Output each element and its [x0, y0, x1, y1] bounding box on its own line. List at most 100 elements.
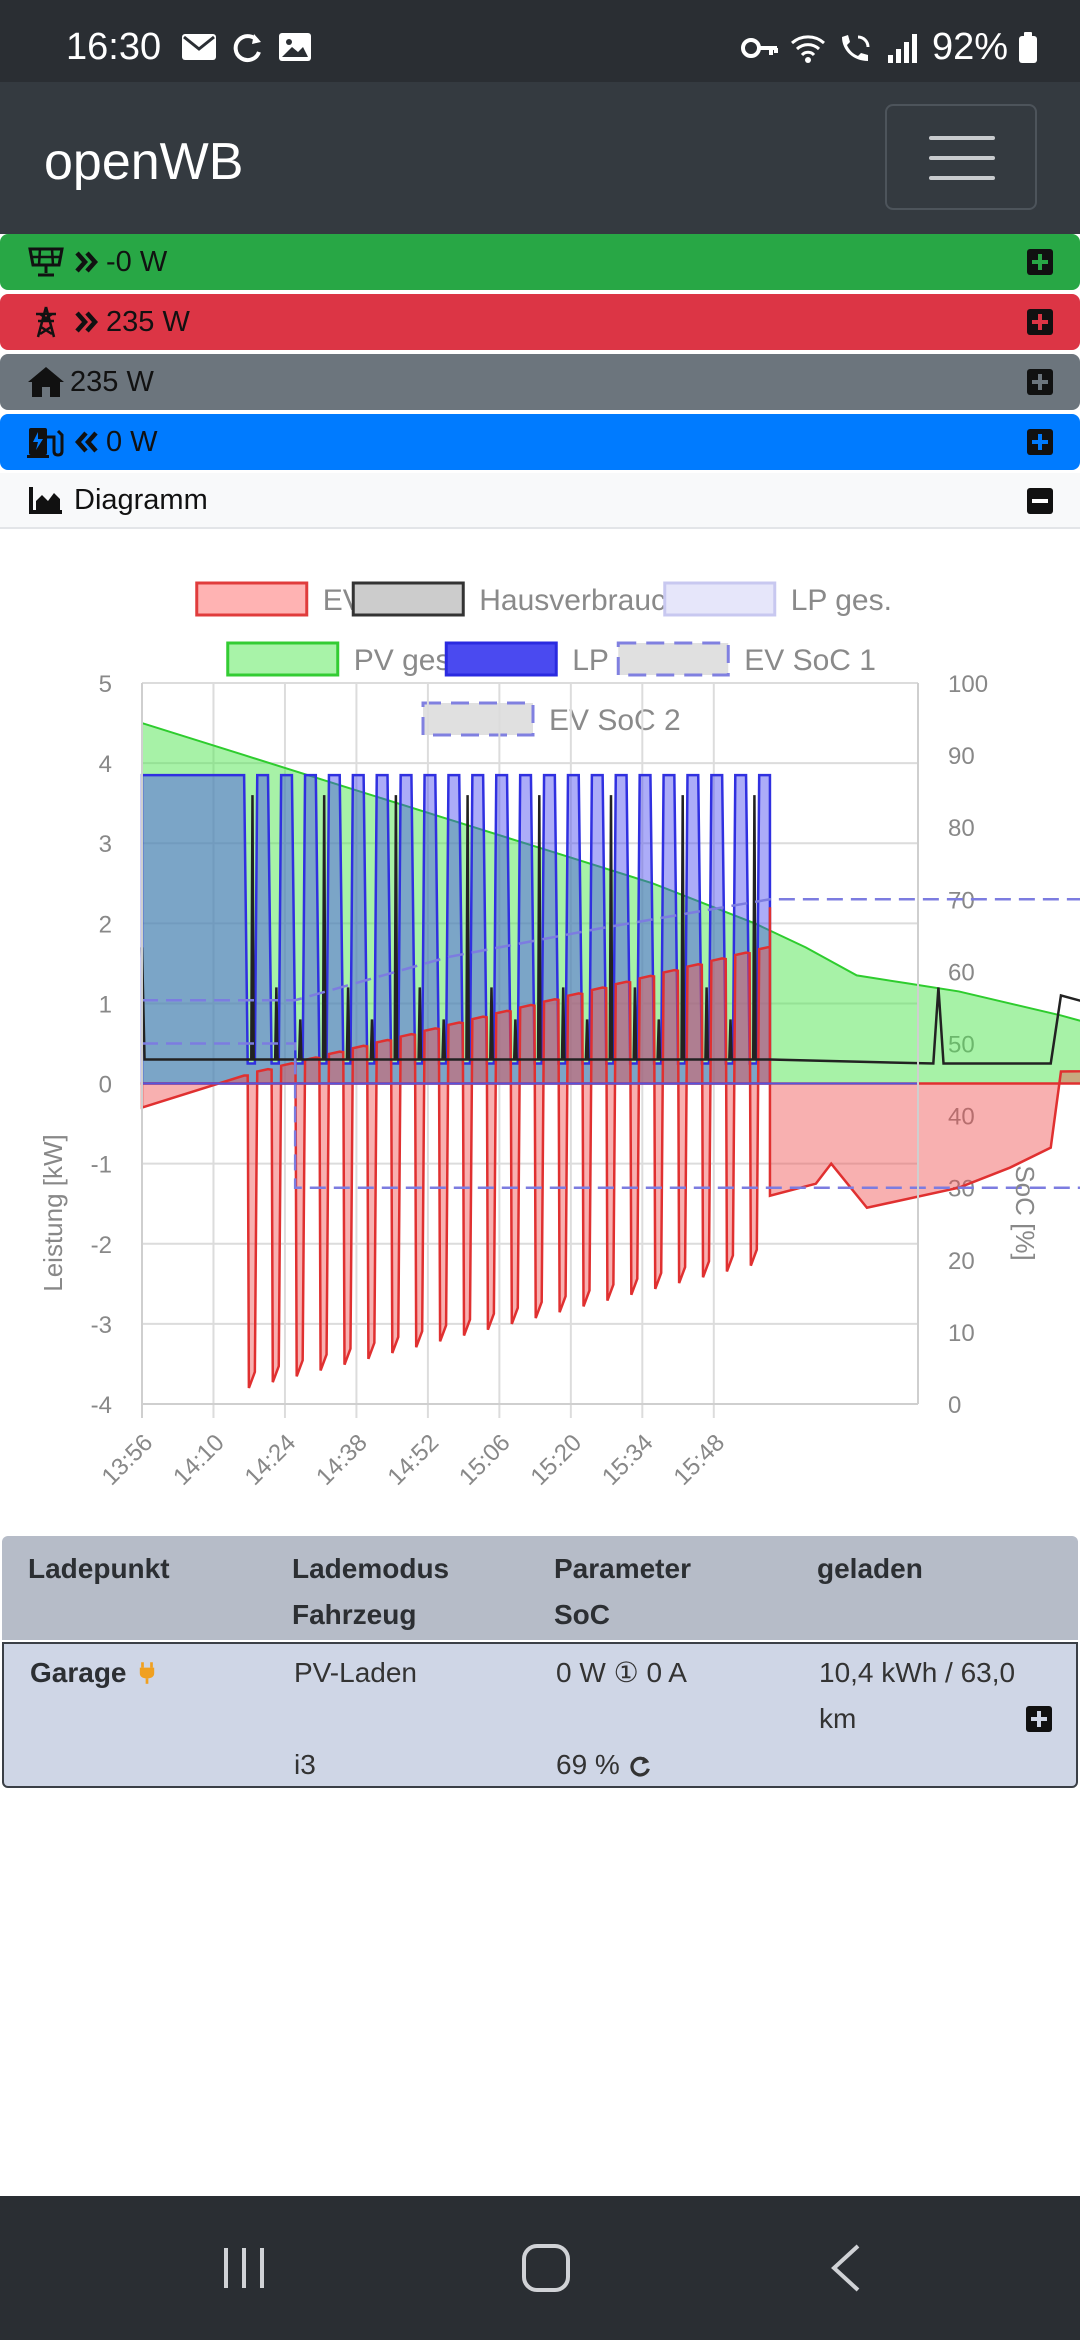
y-left-tick: -4 — [91, 1392, 112, 1419]
back-icon[interactable] — [818, 2238, 878, 2298]
legend-item-hausverbrauch: Hausverbrauch — [351, 581, 683, 617]
status-time: 16:30 — [66, 26, 162, 68]
y-right-tick: 70 — [948, 887, 975, 914]
y-axis-right-label: SoC [%] — [1010, 1165, 1040, 1260]
y-left-tick: 2 — [99, 911, 112, 938]
wifi-icon — [790, 34, 825, 63]
legend-item-lp-ges-: LP ges. — [663, 581, 892, 617]
double-left-icon — [74, 431, 98, 453]
y-right-tick: 20 — [948, 1248, 975, 1275]
header-lademodus: Lademodus — [292, 1553, 450, 1584]
y-right-tick: 80 — [948, 815, 975, 842]
y-right-tick: 10 — [948, 1320, 975, 1347]
expand-charging-icon[interactable] — [1027, 429, 1053, 455]
sync-icon — [233, 34, 261, 63]
charge-current: 0 A — [646, 1657, 687, 1688]
charging-station-icon — [26, 425, 66, 459]
charge-parameters: 0 W ① 0 A — [556, 1650, 687, 1696]
charging-power-value: 0 W — [106, 425, 158, 458]
y-axis-left-label: Leistung [kW] — [38, 1134, 68, 1292]
lp1-area — [140, 773, 772, 1085]
legend-item-ev-soc-1: EV SoC 1 — [616, 641, 876, 677]
y-left-tick: 1 — [99, 991, 112, 1018]
x-tick: 15:34 — [597, 1429, 659, 1491]
charging-power-bar[interactable]: 0 W — [0, 414, 1080, 470]
chart-axes — [141, 683, 919, 1418]
expand-pv-icon[interactable] — [1027, 249, 1053, 275]
header-ladepunkt: Ladepunkt — [28, 1553, 170, 1584]
vehicle-name: i3 — [294, 1749, 316, 1780]
chart-series — [140, 721, 1080, 1389]
grid-power-value: 235 W — [106, 305, 190, 338]
soc-value: 69 % — [556, 1749, 620, 1780]
y-left-tick: 4 — [99, 751, 112, 778]
house-power-bar[interactable]: 235 W — [0, 354, 1080, 410]
phase-indicator: ① — [613, 1657, 639, 1688]
charge-mode[interactable]: PV-Laden — [294, 1657, 417, 1688]
legend-item-pv-ges-: PV ges. — [226, 641, 459, 677]
expand-row-icon[interactable] — [1026, 1706, 1052, 1732]
svg-text:LP ges.: LP ges. — [791, 584, 892, 617]
charged-line-1: 10,4 kWh / 63,0 — [819, 1657, 1016, 1688]
x-tick: 14:24 — [240, 1429, 302, 1491]
house-line — [140, 795, 1080, 1065]
chart-legend: EVUHausverbrauchLP ges.PV ges.LP 1EV SoC… — [195, 581, 892, 737]
header-fahrzeug: Fahrzeug — [292, 1599, 417, 1630]
double-right-icon — [75, 311, 99, 333]
diagram-header[interactable]: Diagramm — [0, 473, 1080, 529]
expand-grid-icon[interactable] — [1027, 309, 1053, 335]
table-row[interactable]: Garage PV-Laden i3 0 W ① 0 A 69 % 10,4 k… — [2, 1642, 1078, 1788]
key-icon — [740, 37, 778, 58]
y-left-tick: -2 — [91, 1232, 112, 1259]
power-pylon-icon — [26, 305, 66, 339]
header-parameter: Parameter — [554, 1553, 691, 1584]
header-soc: SoC — [554, 1599, 610, 1630]
y-right-tick: 100 — [948, 671, 988, 698]
charge-point-name[interactable]: Garage — [30, 1650, 156, 1696]
y-left-tick: 3 — [99, 831, 112, 858]
y-left-tick: -1 — [91, 1152, 112, 1179]
charge-point-label: Garage — [30, 1657, 127, 1688]
grid-power-bar[interactable]: 235 W — [0, 294, 1080, 350]
ev-soc-2-line — [142, 898, 1080, 1002]
navbar: openWB — [0, 82, 1080, 234]
y-left-tick: 0 — [99, 1072, 112, 1099]
hamburger-icon-line-3 — [929, 176, 995, 180]
app-brand[interactable]: openWB — [44, 133, 244, 191]
hamburger-icon-line-2 — [929, 156, 995, 160]
table-header: Ladepunkt Lademodus Fahrzeug Parameter S… — [2, 1536, 1078, 1640]
diagram-section: Diagramm EVUHausverbrauchLP ges.PV ges.L… — [0, 473, 1080, 1533]
minus-square-icon[interactable] — [1027, 488, 1053, 514]
hamburger-menu-button[interactable] — [885, 104, 1037, 210]
svg-text:PV ges.: PV ges. — [354, 644, 459, 677]
expand-house-icon[interactable] — [1027, 369, 1053, 395]
android-nav-bar — [0, 2196, 1080, 2340]
battery-icon — [1019, 31, 1037, 63]
vehicle-soc: 69 % — [556, 1742, 652, 1788]
y-right-tick: 40 — [948, 1104, 975, 1131]
x-tick: 14:52 — [383, 1429, 445, 1491]
battery-percent: 92% — [931, 26, 1008, 68]
house-power-value: 235 W — [70, 365, 154, 398]
wifi-call-icon — [841, 34, 870, 61]
refresh-icon[interactable] — [628, 1754, 652, 1778]
x-tick: 15:06 — [454, 1429, 516, 1491]
charged-amount: 10,4 kWh / 63,0 km — [819, 1650, 1015, 1742]
diagram-title: Diagramm — [74, 483, 208, 516]
svg-text:EV SoC 1: EV SoC 1 — [744, 644, 876, 677]
power-chart: EVUHausverbrauchLP ges.PV ges.LP 1EV SoC… — [38, 581, 1080, 1491]
svg-text:EV SoC 2: EV SoC 2 — [549, 704, 681, 737]
svg-text:Hausverbrauch: Hausverbrauch — [479, 584, 682, 617]
recent-apps-icon[interactable] — [214, 2238, 274, 2298]
evu-area — [140, 907, 1080, 1389]
expand-row-icon-h — [1031, 1717, 1047, 1721]
pv-power-value: -0 W — [106, 245, 168, 278]
legend-item-lp-1: LP 1 — [444, 641, 633, 677]
home-icon — [26, 365, 66, 399]
x-tick: 14:10 — [168, 1429, 230, 1491]
x-tick: 13:56 — [97, 1429, 159, 1491]
pv-power-bar[interactable]: -0 W — [0, 234, 1080, 290]
home-button-icon[interactable] — [516, 2238, 576, 2298]
ev-soc-1-line — [142, 1042, 1080, 1189]
y-right-tick: 60 — [948, 959, 975, 986]
